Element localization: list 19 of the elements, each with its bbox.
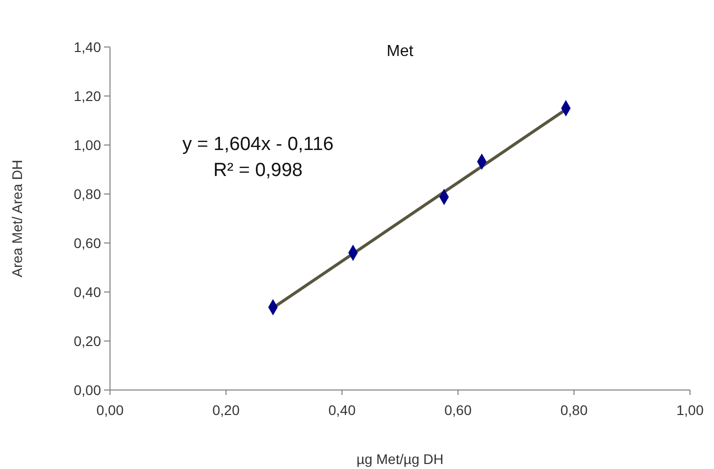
y-tick-label: 1,40	[74, 38, 102, 55]
annotation: R² = 0,998	[213, 160, 303, 181]
x-tick-label: 0,80	[560, 402, 588, 418]
y-tick-label: 0,00	[74, 382, 102, 398]
y-axis-title: Area Met/ Area DH	[9, 160, 25, 278]
x-tick-label: 0,00	[96, 402, 124, 418]
x-tick-label: 0,20	[212, 402, 240, 418]
y-tick-label: 1,00	[74, 136, 102, 153]
y-tick-label: 0,20	[74, 332, 102, 349]
y-tick-label: 1,20	[74, 88, 102, 104]
x-tick-label: 0,40	[328, 402, 356, 418]
x-tick-label: 0,60	[444, 402, 472, 418]
annotation: y = 1,604x - 0,116	[182, 134, 334, 155]
chart-title: Met	[386, 43, 414, 60]
x-axis-title: µg Met/µg DH	[356, 451, 444, 467]
y-tick-label: 0,40	[74, 284, 102, 300]
y-tick-label: 0,80	[74, 186, 102, 202]
y-tick-label: 0,60	[74, 234, 102, 251]
x-tick-label: 1,00	[676, 402, 704, 418]
